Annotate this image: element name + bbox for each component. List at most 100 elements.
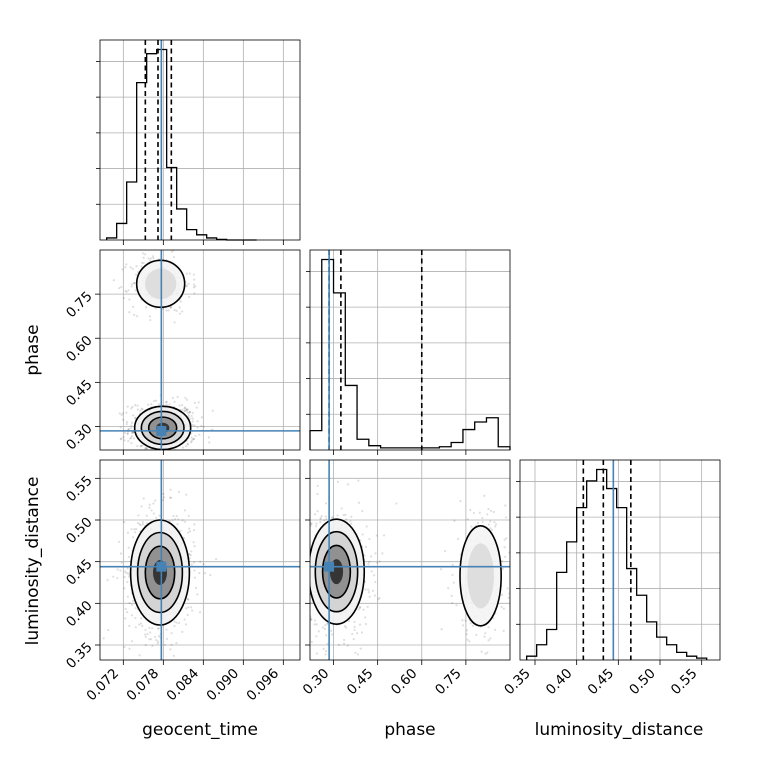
sample-point xyxy=(136,271,140,274)
sample-point xyxy=(130,283,134,286)
sample-point xyxy=(489,527,492,530)
sample-point xyxy=(365,525,368,528)
sample-point xyxy=(200,416,203,419)
tick-label-x: 0.078 xyxy=(124,666,163,705)
xlabel-geocent-time: geocent_time xyxy=(142,720,258,740)
sample-point xyxy=(453,519,456,522)
sample-point xyxy=(297,583,299,585)
sample-point xyxy=(192,454,194,456)
sample-point xyxy=(505,537,508,540)
sample-point xyxy=(307,563,309,565)
sample-point xyxy=(188,530,192,533)
tick-label-y: 0.60 xyxy=(63,333,96,366)
sample-point xyxy=(171,518,174,522)
sample-point xyxy=(331,516,334,519)
sample-point xyxy=(344,513,347,516)
sample-point xyxy=(122,418,125,421)
sample-point xyxy=(139,622,143,625)
sample-point xyxy=(359,647,362,650)
sample-point xyxy=(128,601,131,605)
sample-point xyxy=(133,313,136,316)
tick-label-y: 0.40 xyxy=(63,598,96,631)
sample-point xyxy=(173,400,176,403)
contour-line xyxy=(459,525,502,627)
sample-point xyxy=(127,289,130,292)
sample-point xyxy=(162,492,165,496)
truth-marker xyxy=(156,561,167,572)
sample-point xyxy=(192,437,195,441)
contour-line xyxy=(310,518,366,625)
sample-point xyxy=(189,417,192,420)
sample-point xyxy=(440,628,443,631)
sample-point xyxy=(364,588,367,591)
sample-point xyxy=(331,517,334,520)
sample-point xyxy=(136,521,140,525)
sample-point xyxy=(190,563,193,566)
histogram-phase xyxy=(309,258,511,450)
sample-point xyxy=(191,411,194,414)
sample-point xyxy=(150,509,153,512)
sample-point xyxy=(345,518,348,521)
sample-point xyxy=(324,502,328,505)
sample-point xyxy=(353,628,356,631)
sample-point xyxy=(359,606,362,609)
sample-point xyxy=(187,282,190,285)
sample-point xyxy=(395,502,398,505)
sample-point xyxy=(148,626,151,630)
sample-point xyxy=(500,559,503,562)
sample-point xyxy=(315,652,318,655)
sample-point xyxy=(466,518,469,521)
sample-point xyxy=(190,414,193,418)
sample-point xyxy=(120,437,123,440)
sample-point xyxy=(187,514,190,518)
sample-point xyxy=(378,596,381,600)
sample-point xyxy=(310,618,313,621)
sample-point xyxy=(147,257,150,260)
sample-point xyxy=(352,638,355,641)
sample-point xyxy=(193,561,196,564)
sample-point xyxy=(203,572,206,575)
sample-point xyxy=(131,405,134,408)
sample-point xyxy=(500,593,504,596)
sample-point xyxy=(145,306,148,309)
sample-point xyxy=(183,520,187,523)
sample-point xyxy=(185,607,188,610)
panel-frame xyxy=(309,459,511,661)
panel-content xyxy=(297,460,510,660)
sample-point xyxy=(353,625,356,629)
sample-point xyxy=(180,452,182,454)
sample-point xyxy=(140,261,144,264)
sample-point xyxy=(141,523,145,526)
sample-point xyxy=(125,263,128,266)
sample-point xyxy=(493,521,496,524)
sample-point xyxy=(151,644,154,647)
truth-marker xyxy=(156,425,167,436)
sample-point xyxy=(189,441,193,444)
sample-point xyxy=(451,573,454,577)
sample-point xyxy=(486,651,489,654)
sample-point xyxy=(303,578,305,580)
sample-point xyxy=(185,272,188,275)
sample-point xyxy=(450,594,453,597)
sample-point xyxy=(149,259,152,262)
sample-point xyxy=(128,298,131,301)
sample-point xyxy=(315,623,318,626)
sample-point xyxy=(188,553,191,556)
sample-point xyxy=(301,560,303,562)
sample-point xyxy=(152,256,155,260)
sample-point xyxy=(140,505,143,508)
sample-point xyxy=(142,256,145,259)
sample-point xyxy=(178,312,181,315)
sample-point xyxy=(120,285,123,289)
sample-point xyxy=(138,623,141,626)
panel-frame xyxy=(519,459,721,661)
tick-label-x: 0.35 xyxy=(501,666,534,699)
sample-point xyxy=(130,407,133,410)
sample-point xyxy=(301,594,303,596)
sample-point xyxy=(116,576,119,580)
sample-point xyxy=(134,607,137,610)
sample-point xyxy=(173,620,176,623)
panel-geocent_time-vs-luminosity_distance: 0.072 0.078 0.084 0.090 0.096 0.35 0.40 0.45 0.5… xyxy=(63,459,301,705)
sample-point xyxy=(161,499,165,502)
sample-point xyxy=(183,407,186,410)
